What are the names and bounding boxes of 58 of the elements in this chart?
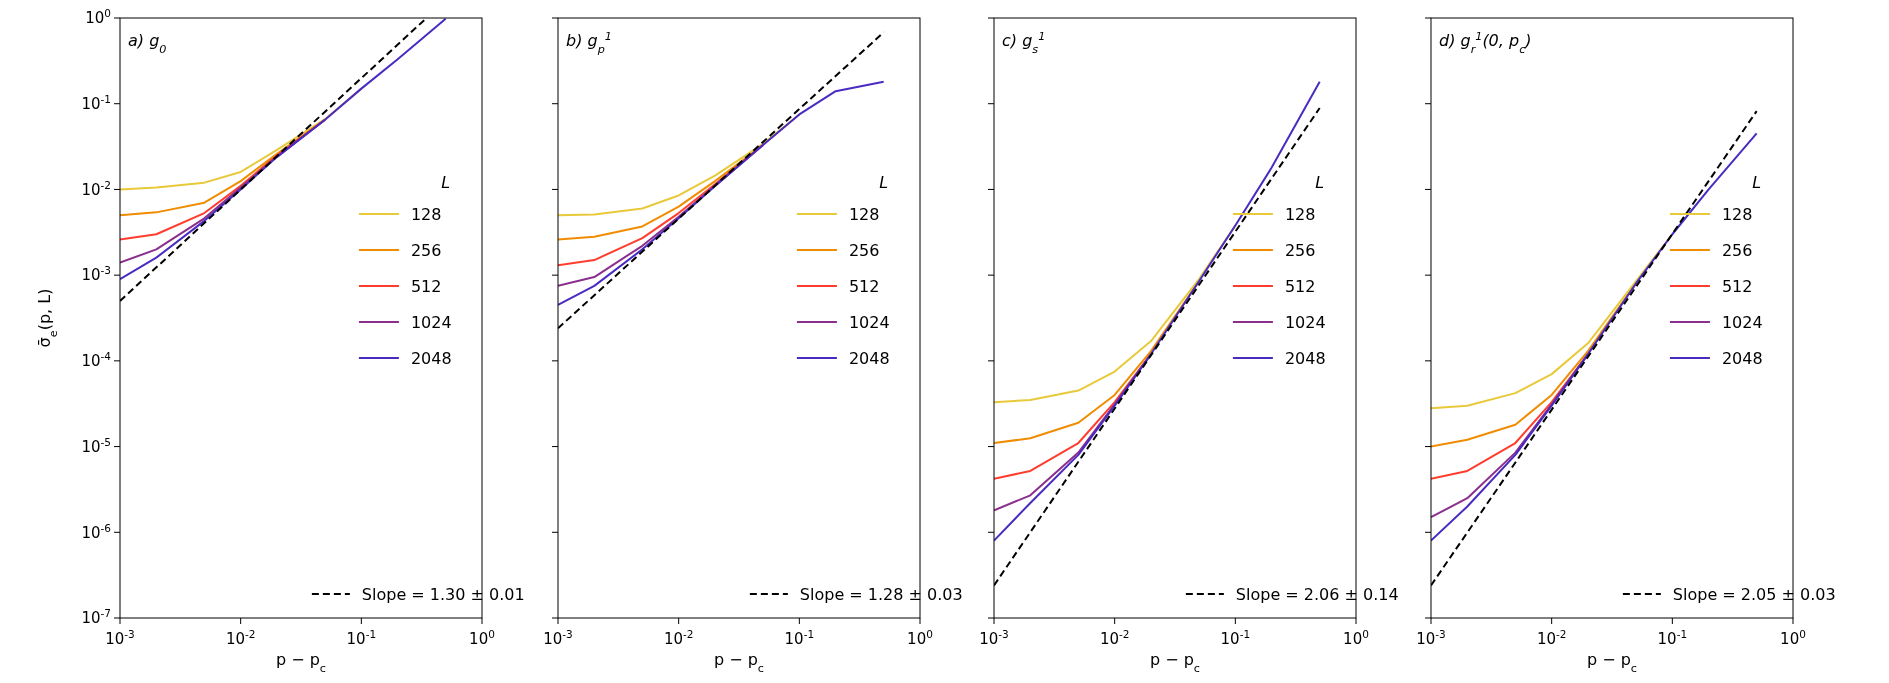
legend-label: 2048	[410, 348, 452, 368]
y-tick-label: 10$^{-3}$	[81, 264, 111, 285]
legend-label: 512	[1284, 276, 1316, 296]
x-tick-label: 10$^{-2}$	[1099, 628, 1130, 648]
legend-label: 128	[1284, 204, 1316, 224]
x-tick-label: 10$^{-3}$	[979, 628, 1009, 648]
x-axis-title: p − p$_{c}$	[1586, 650, 1638, 675]
x-tick-label: 10$^{-1}$	[784, 628, 815, 648]
y-tick-label: 10$^{0}$	[85, 7, 111, 28]
legend-label: 256	[1721, 240, 1753, 260]
legend-title: L	[1315, 173, 1325, 192]
legend-label: 256	[410, 240, 442, 260]
legend-label: Slope = 2.06 ± 0.14	[1235, 584, 1399, 604]
y-tick-label: 10$^{-1}$	[81, 92, 111, 113]
legend-label: 1024	[1721, 312, 1763, 332]
legend-label: 256	[1284, 240, 1316, 260]
legend-label: 2048	[1284, 348, 1326, 368]
y-tick-label: 10$^{-4}$	[81, 350, 112, 371]
annotation: a) g$_{0}$	[128, 31, 167, 56]
legend-label: 512	[410, 276, 442, 296]
x-tick-label: 10$^{-1}$	[1657, 628, 1688, 648]
x-tick-label: 10$^{-3}$	[1416, 628, 1446, 648]
x-tick-label: 10$^{-3}$	[105, 628, 135, 648]
x-tick-label: 10$^{-2}$	[1536, 628, 1567, 648]
x-tick-label: 10$^{-1}$	[346, 628, 377, 648]
legend-label: 2048	[1721, 348, 1763, 368]
y-tick-label: 10$^{-2}$	[81, 178, 111, 199]
x-tick-label: 10$^{0}$	[1343, 628, 1369, 648]
y-tick-label: 10$^{-7}$	[81, 607, 111, 628]
legend-label: 1024	[848, 312, 890, 332]
legend-label: Slope = 1.28 ± 0.03	[799, 584, 963, 604]
x-axis-title: p − p$_{c}$	[713, 650, 765, 675]
legend-title: L	[441, 173, 451, 192]
x-axis-title: p − p$_{c}$	[275, 650, 327, 675]
x-tick-label: 10$^{0}$	[907, 628, 933, 648]
x-tick-label: 10$^{-2}$	[225, 628, 256, 648]
legend-title: L	[1752, 173, 1762, 192]
legend-label: 128	[1721, 204, 1753, 224]
legend-label: 2048	[848, 348, 890, 368]
x-tick-label: 10$^{-3}$	[543, 628, 573, 648]
y-tick-label: 10$^{-6}$	[81, 521, 112, 542]
legend-label: 512	[848, 276, 880, 296]
x-tick-label: 10$^{-2}$	[663, 628, 694, 648]
legend-label: 128	[848, 204, 880, 224]
x-tick-label: 10$^{0}$	[1780, 628, 1806, 648]
x-axis-title: p − p$_{c}$	[1149, 650, 1201, 675]
x-tick-label: 10$^{0}$	[469, 628, 495, 648]
legend-label: Slope = 1.30 ± 0.01	[361, 584, 525, 604]
annotation: d) g$_{r}$$^{1}$(0, p$_{c}$)	[1439, 29, 1532, 56]
legend-title: L	[879, 173, 889, 192]
legend-label: Slope = 2.05 ± 0.03	[1672, 584, 1836, 604]
legend-label: 256	[848, 240, 880, 260]
legend-label: 128	[410, 204, 442, 224]
legend-label: 1024	[410, 312, 452, 332]
y-tick-label: 10$^{-5}$	[81, 435, 111, 456]
x-tick-label: 10$^{-1}$	[1220, 628, 1251, 648]
legend-label: 512	[1721, 276, 1753, 296]
legend-label: 1024	[1284, 312, 1326, 332]
